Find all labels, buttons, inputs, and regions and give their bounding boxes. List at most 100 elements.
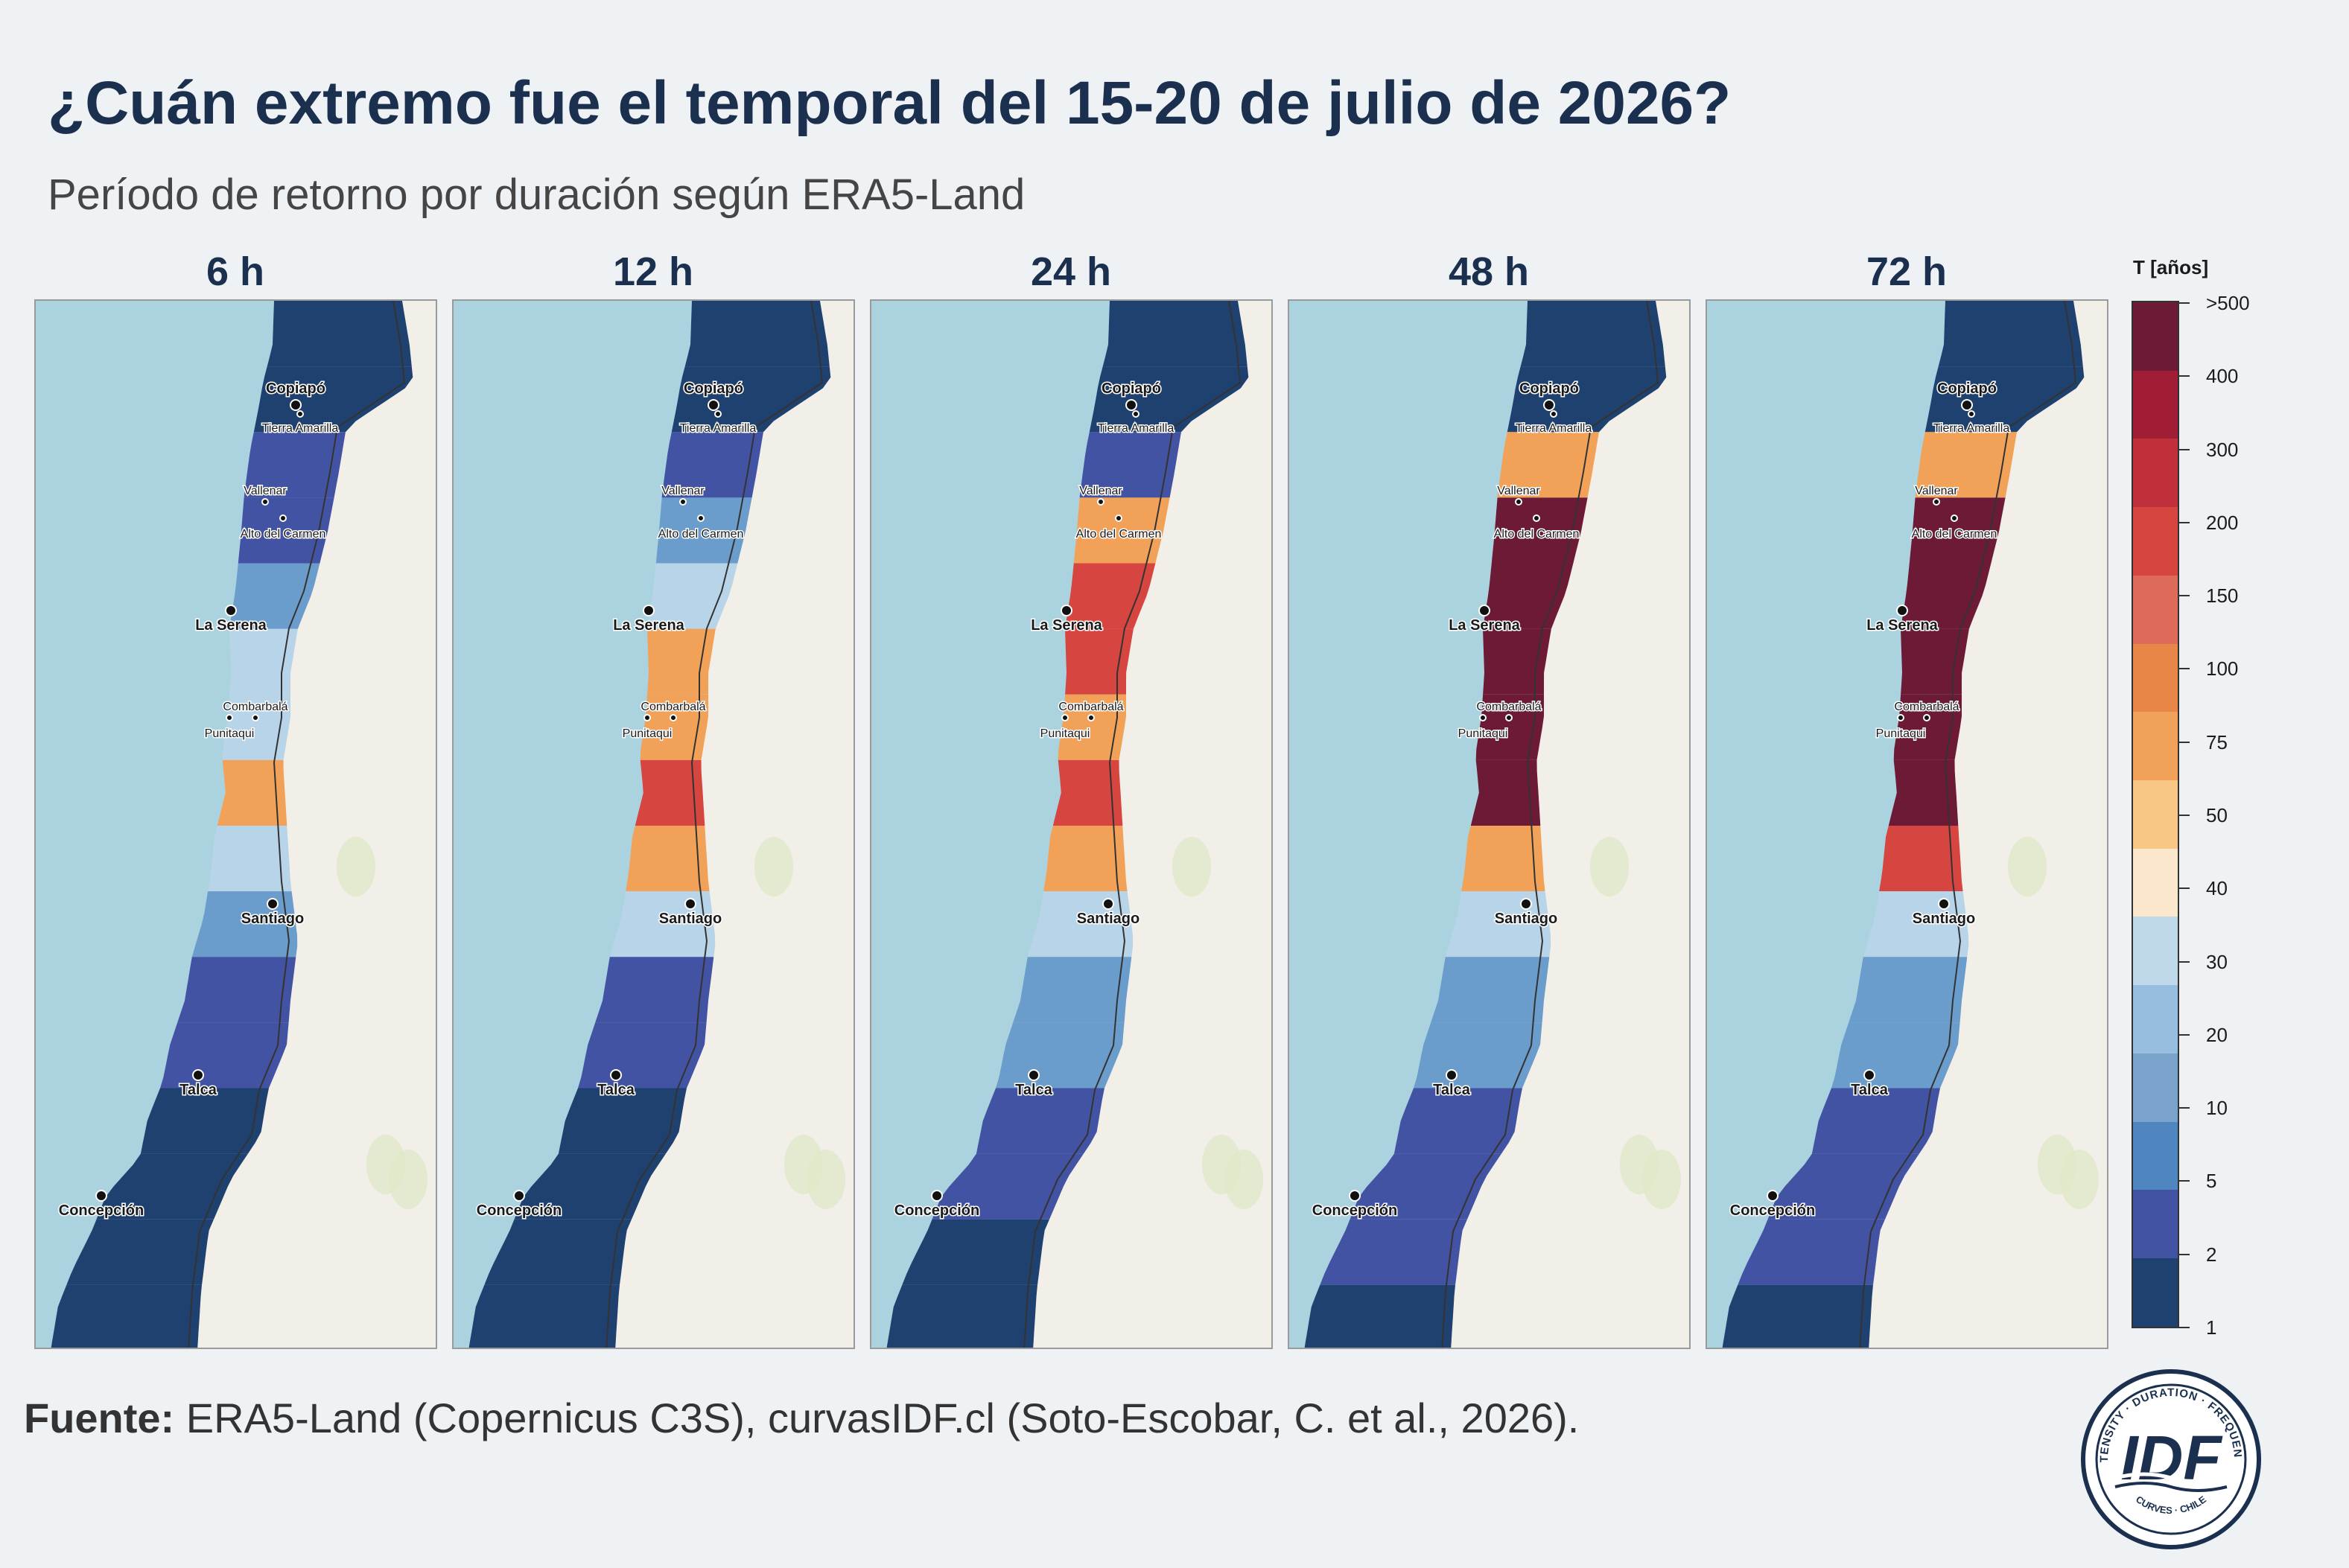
city-marker — [1446, 1069, 1458, 1081]
return-period-band — [177, 957, 296, 1023]
panel-label-1: 6 h — [206, 249, 265, 294]
page-title: ¿Cuán extremo fue el temporal del 15-20 … — [48, 69, 1732, 137]
basemap-park — [1590, 837, 1629, 896]
return-period-band — [1013, 957, 1132, 1023]
city-marker — [1061, 605, 1072, 616]
city-label: Santiago — [241, 911, 304, 927]
legend-color-step — [2133, 848, 2178, 917]
city-marker — [261, 498, 269, 506]
return-period-band — [1058, 694, 1126, 760]
return-period-band — [514, 1153, 666, 1220]
city-marker — [290, 399, 302, 411]
legend-tick-mark — [2179, 1253, 2190, 1255]
city-label: Santiago — [1495, 911, 1557, 927]
city-marker — [225, 605, 237, 616]
basemap-park — [337, 837, 375, 896]
legend-color-step — [2133, 302, 2178, 371]
return-period-band — [244, 432, 346, 498]
city-marker — [643, 714, 651, 721]
city-marker — [670, 714, 677, 721]
return-period-band — [1483, 563, 1574, 629]
map-panel-3: Copiapó Tierra Amarilla Vallenar Alto del C… — [870, 299, 1273, 1349]
return-period-band — [1849, 957, 1968, 1023]
legend-colorbar — [2132, 301, 2179, 1328]
city-label: Vallenar — [1079, 485, 1122, 497]
city-label: Copiapó — [1102, 380, 1161, 397]
basemap-park — [389, 1150, 427, 1209]
city-label: Talca — [1015, 1082, 1053, 1098]
return-period-band — [1938, 301, 2083, 367]
city-marker — [296, 410, 304, 418]
source-note: Fuente: ERA5-Land (Copernicus C3S), curv… — [24, 1394, 1579, 1442]
return-period-band — [640, 694, 708, 760]
return-period-band — [1811, 1088, 1940, 1154]
basemap-land — [188, 301, 436, 1348]
legend-tick-mark — [2179, 302, 2190, 304]
city-label: Vallenar — [1915, 485, 1958, 497]
return-period-band — [1901, 628, 1969, 695]
legend-tick-label: 50 — [2206, 804, 2228, 826]
basemap-land — [1024, 301, 1271, 1348]
return-period-band — [661, 432, 763, 498]
city-marker — [1767, 1190, 1779, 1202]
city-label: Concepción — [1730, 1202, 1815, 1219]
return-period-band — [1831, 1022, 1960, 1089]
legend-title: T [años] — [2133, 256, 2209, 278]
country-border — [1859, 301, 2077, 1348]
city-label: Combarbalá — [641, 701, 705, 713]
city-label: Santiago — [1077, 911, 1139, 927]
city-label: Alto del Carmen — [1076, 528, 1162, 541]
country-border — [605, 301, 824, 1348]
source-label: Fuente: — [24, 1395, 175, 1441]
basemap-park — [754, 837, 793, 896]
city-label: La Serena — [613, 617, 684, 634]
legend-tick-mark — [2179, 741, 2190, 743]
city-label: Punitaqui — [205, 727, 255, 740]
basemap-park — [1172, 837, 1211, 896]
return-period-band — [1483, 628, 1551, 695]
legend-tick-mark — [2179, 960, 2190, 963]
return-period-band — [1350, 1153, 1501, 1220]
legend-tick-mark — [2179, 1327, 2190, 1328]
city-marker — [1515, 498, 1522, 506]
city-marker — [697, 514, 705, 522]
city-marker — [1349, 1190, 1361, 1202]
return-period-band — [635, 759, 705, 826]
return-period-band — [886, 1284, 1037, 1348]
basemap-park — [1224, 1150, 1263, 1209]
return-period-band — [684, 301, 830, 367]
return-period-band — [1461, 826, 1545, 892]
city-marker — [1961, 399, 1973, 411]
return-period-band — [229, 628, 298, 695]
return-period-band — [96, 1153, 248, 1220]
city-label: Talca — [597, 1082, 635, 1098]
city-label: Copiapó — [684, 380, 743, 397]
legend-color-step — [2133, 507, 2178, 576]
return-period-band — [267, 301, 412, 367]
city-label: Copiapó — [1937, 380, 1997, 397]
return-period-band — [1738, 1219, 1885, 1285]
city-label: Talca — [1433, 1082, 1471, 1098]
basemap-land — [606, 301, 854, 1348]
legend-tick-mark — [2179, 887, 2190, 890]
legend-tick-label: 5 — [2206, 1170, 2217, 1193]
return-period-band — [1893, 694, 1962, 760]
city-marker — [1543, 399, 1555, 411]
legend-color-step — [2133, 985, 2178, 1054]
city-marker — [1505, 714, 1513, 721]
city-marker — [931, 1190, 943, 1202]
legend-tick-label: 100 — [2206, 657, 2239, 681]
return-period-band — [217, 759, 287, 826]
return-period-band — [1915, 432, 2017, 498]
city-marker — [192, 1069, 204, 1081]
legend-tick-label: 200 — [2206, 511, 2239, 534]
return-period-band — [66, 1219, 214, 1285]
city-marker — [1087, 714, 1095, 721]
return-period-band — [1043, 826, 1128, 892]
return-period-band — [1052, 759, 1123, 826]
legend-tick-label: 1 — [2206, 1316, 2217, 1339]
return-period-band — [468, 1284, 620, 1348]
city-label: Santiago — [1913, 911, 1975, 927]
city-label: Punitaqui — [1876, 727, 1926, 740]
city-marker — [267, 898, 279, 910]
